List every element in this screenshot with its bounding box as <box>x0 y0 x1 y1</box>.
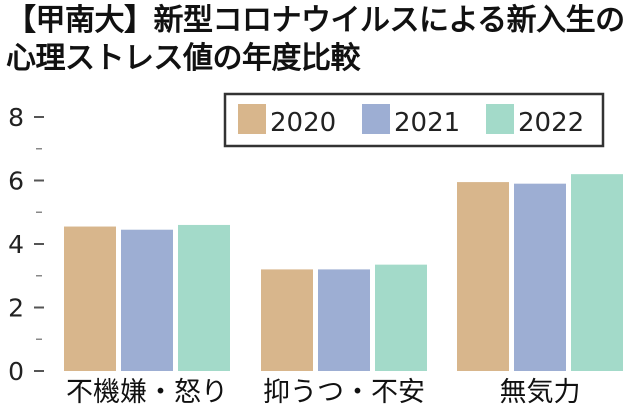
bar-2022-3 <box>571 174 623 371</box>
y-tick-label-4: 4 <box>8 230 24 259</box>
bar-2020-1 <box>64 226 116 371</box>
legend-label-2021: 2021 <box>394 108 460 138</box>
chart-title: 【甲南大】新型コロナウイルスによる新入生の 心理ストレス値の年度比較 <box>6 2 634 78</box>
bar-2022-2 <box>375 264 427 371</box>
bar-2021-1 <box>121 229 173 371</box>
bar-2021-3 <box>514 183 566 371</box>
chart-title-line-1: 【甲南大】新型コロナウイルスによる新入生の <box>6 3 625 38</box>
y-tick-label-0: 0 <box>8 357 24 386</box>
legend-frame <box>223 92 605 148</box>
y-axis: 0 2 4 6 8 <box>8 103 44 386</box>
x-axis-labels: 不機嫌・怒り 抑うつ・不安 無気力 <box>66 377 581 408</box>
legend-swatch-2020 <box>238 104 266 134</box>
legend: 2020 2021 2022 <box>223 92 605 148</box>
legend-swatch-2022 <box>486 104 514 134</box>
legend-label-2020: 2020 <box>270 108 336 138</box>
bar-2020-3 <box>457 182 509 371</box>
bar-2021-2 <box>318 269 370 371</box>
x-category-label-1: 不機嫌・怒り <box>66 377 228 408</box>
y-tick-label-6: 6 <box>8 167 24 196</box>
y-tick-label-2: 2 <box>8 294 24 323</box>
x-category-label-2: 抑うつ・不安 <box>263 377 425 408</box>
x-category-label-3: 無気力 <box>500 377 581 408</box>
legend-label-2022: 2022 <box>518 108 584 138</box>
bar-2022-1 <box>178 224 230 371</box>
y-tick-label-8: 8 <box>8 103 24 132</box>
chart-title-line-2: 心理ストレス値の年度比較 <box>6 41 361 76</box>
legend-swatch-2021 <box>362 104 390 134</box>
bars <box>64 174 623 371</box>
bar-2020-2 <box>261 269 313 371</box>
